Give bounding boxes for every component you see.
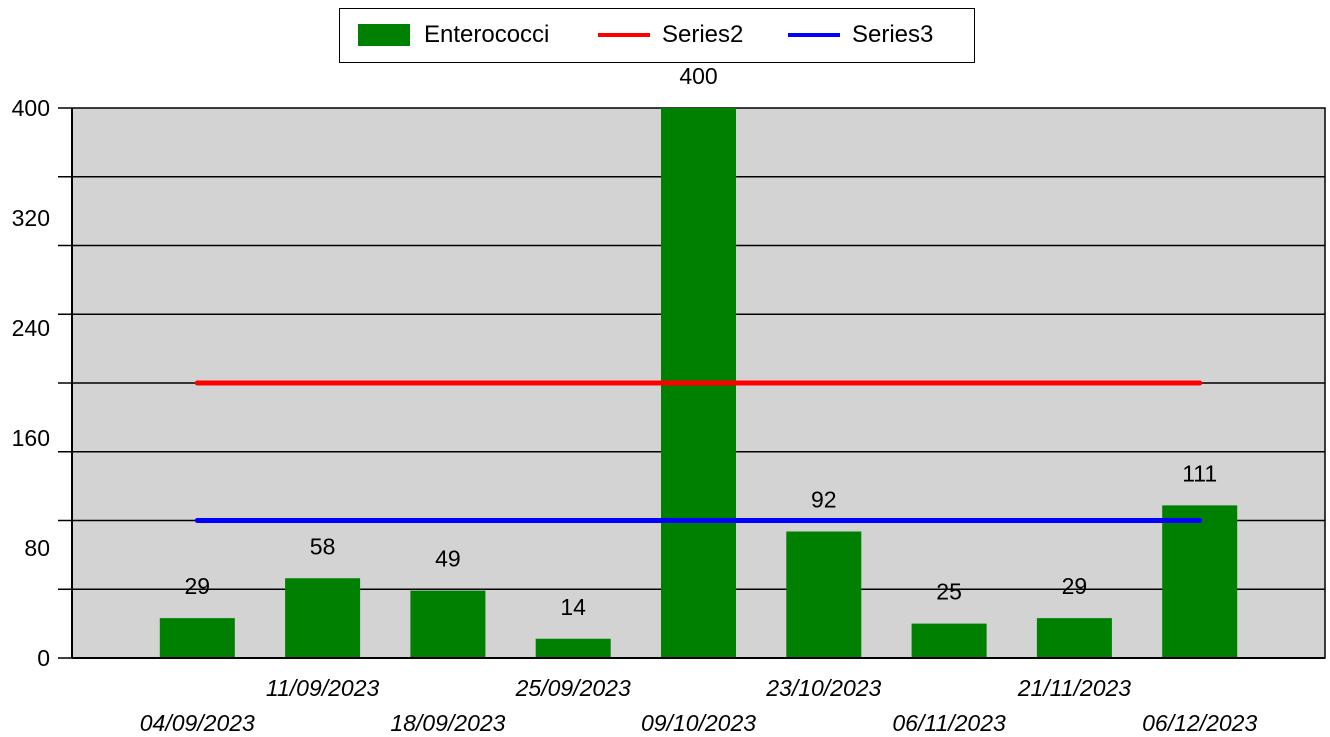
- bar: [410, 590, 486, 658]
- data-label: 111: [1182, 460, 1217, 486]
- x-tick-label: 11/09/2023: [266, 675, 380, 701]
- bar: [786, 531, 862, 658]
- legend-swatch-series3: [788, 33, 840, 37]
- legend: Enterococci Series2 Series3: [339, 8, 975, 63]
- legend-label-series2: Series2: [662, 21, 744, 48]
- data-label: 25: [936, 579, 962, 605]
- data-label: 29: [1062, 573, 1088, 599]
- bar: [1036, 618, 1112, 658]
- y-tick-label: 400: [12, 95, 50, 121]
- x-tick-label: 25/09/2023: [515, 675, 631, 701]
- legend-swatch-series2: [598, 33, 650, 37]
- legend-item-enterococci: Enterococci: [358, 9, 549, 61]
- x-tick-label: 09/10/2023: [641, 710, 756, 736]
- data-label: 400: [679, 63, 717, 89]
- y-tick-label: 320: [12, 205, 50, 231]
- data-label: 29: [185, 573, 211, 599]
- x-tick-label: 18/09/2023: [390, 710, 505, 736]
- bar: [911, 623, 987, 658]
- y-tick-label: 0: [37, 645, 50, 671]
- bar: [535, 638, 611, 658]
- data-label: 92: [811, 487, 837, 513]
- legend-swatch-enterococci: [358, 24, 410, 46]
- x-tick-label: 23/10/2023: [765, 675, 881, 701]
- bar: [1162, 505, 1238, 658]
- data-label: 14: [560, 594, 586, 620]
- x-tick-label: 21/11/2023: [1017, 675, 1132, 701]
- bar: [159, 618, 235, 658]
- x-tick-label: 04/09/2023: [140, 710, 255, 736]
- legend-label-series3: Series3: [852, 21, 934, 48]
- legend-item-series2: Series2: [598, 9, 743, 61]
- x-tick-label: 06/12/2023: [1142, 710, 1257, 736]
- y-tick-label: 160: [12, 425, 50, 451]
- y-tick-label: 240: [12, 315, 50, 341]
- legend-label-enterococci: Enterococci: [424, 21, 550, 48]
- data-label: 49: [435, 546, 461, 572]
- x-tick-label: 06/11/2023: [892, 710, 1006, 736]
- data-label: 58: [310, 533, 336, 559]
- legend-item-series3: Series3: [788, 9, 933, 61]
- y-tick-label: 80: [24, 535, 50, 561]
- bar: [285, 578, 361, 658]
